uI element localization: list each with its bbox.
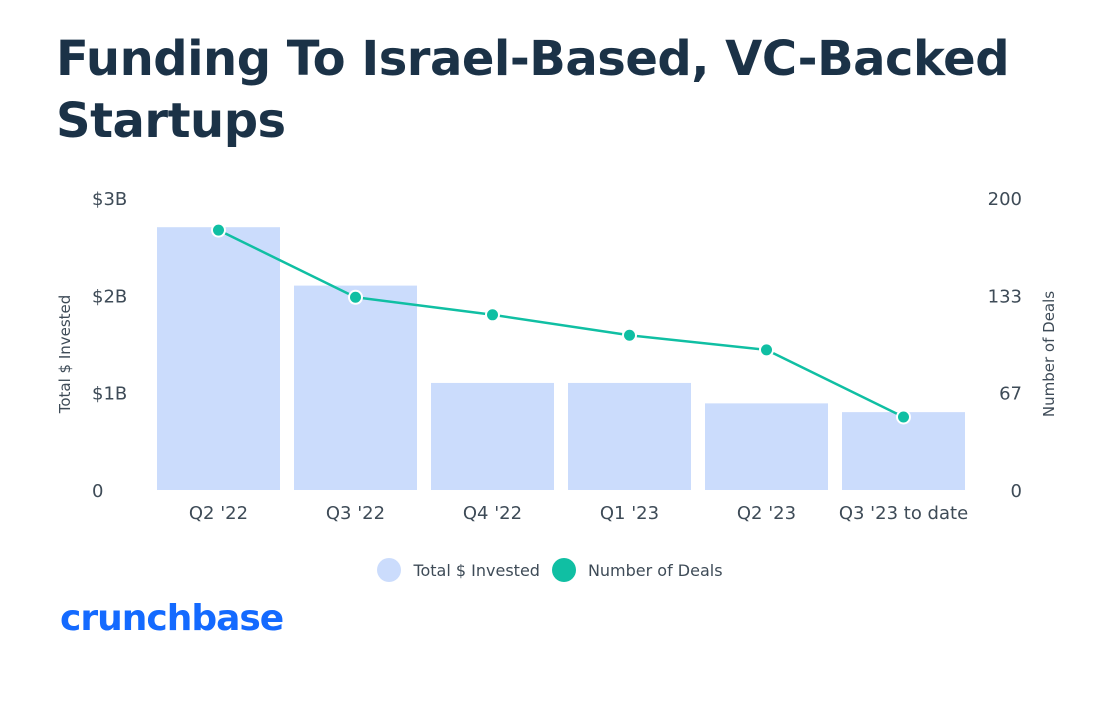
- deals-point-4: [759, 342, 774, 358]
- x-tick-label: Q4 '22: [463, 503, 522, 524]
- y-tick-label: $2B: [92, 286, 127, 307]
- x-tick-label: Q2 '22: [189, 503, 248, 524]
- deals-point-2: [485, 307, 500, 323]
- legend-swatch-invested: [377, 558, 402, 582]
- y-tick-label: 0: [92, 481, 103, 502]
- x-tick-label: Q2 '23: [737, 503, 796, 524]
- deals-point-3: [622, 327, 637, 343]
- legend: Total $ Invested Number of Deals: [0, 558, 1100, 582]
- y2-tick-label: 67: [999, 384, 1022, 405]
- bar-q3-22: [294, 285, 417, 490]
- y-tick-label: $3B: [92, 189, 127, 210]
- bar-q2-23: [705, 403, 828, 490]
- legend-label-invested: Total $ Invested: [413, 560, 540, 580]
- bar-q1-23: [568, 382, 691, 490]
- y-tick-label: $1B: [92, 384, 127, 405]
- deals-point-1: [348, 289, 363, 305]
- deals-line: [217, 228, 905, 419]
- y-axis-title: Total $ Invested: [56, 295, 74, 415]
- axes-layer: 0 $1B $2B $3B 0 67 133 200 Q2 '22 Q3 '22 Q4 '22 Q1 …: [56, 189, 1058, 524]
- deals-line-layer: [211, 222, 911, 425]
- x-tick-label: Q3 '22: [326, 503, 385, 524]
- bar-q3-23-to-date: [842, 412, 965, 490]
- deals-point-0: [211, 222, 226, 238]
- bar-q4-22: [431, 382, 554, 490]
- y2-axis-title: Number of Deals: [1040, 291, 1058, 417]
- x-tick-label: Q1 '23: [600, 503, 659, 524]
- y2-tick-label: 0: [1011, 481, 1022, 502]
- bars-layer: [157, 227, 965, 490]
- deals-point-5: [896, 409, 911, 425]
- legend-swatch-deals: [551, 558, 576, 582]
- bar-q2-22: [157, 227, 280, 490]
- legend-label-deals: Number of Deals: [587, 560, 723, 580]
- crunchbase-logo: crunchbase: [60, 598, 284, 639]
- chart-title: Funding To Israel-Based, VC-Backed Start…: [56, 31, 1010, 149]
- y2-tick-label: 133: [988, 286, 1022, 307]
- y2-tick-label: 200: [988, 189, 1022, 210]
- legend-item-deals[interactable]: Number of Deals: [551, 558, 723, 582]
- legend-item-invested[interactable]: Total $ Invested: [377, 558, 540, 582]
- x-tick-label: Q3 '23 to date: [839, 503, 968, 524]
